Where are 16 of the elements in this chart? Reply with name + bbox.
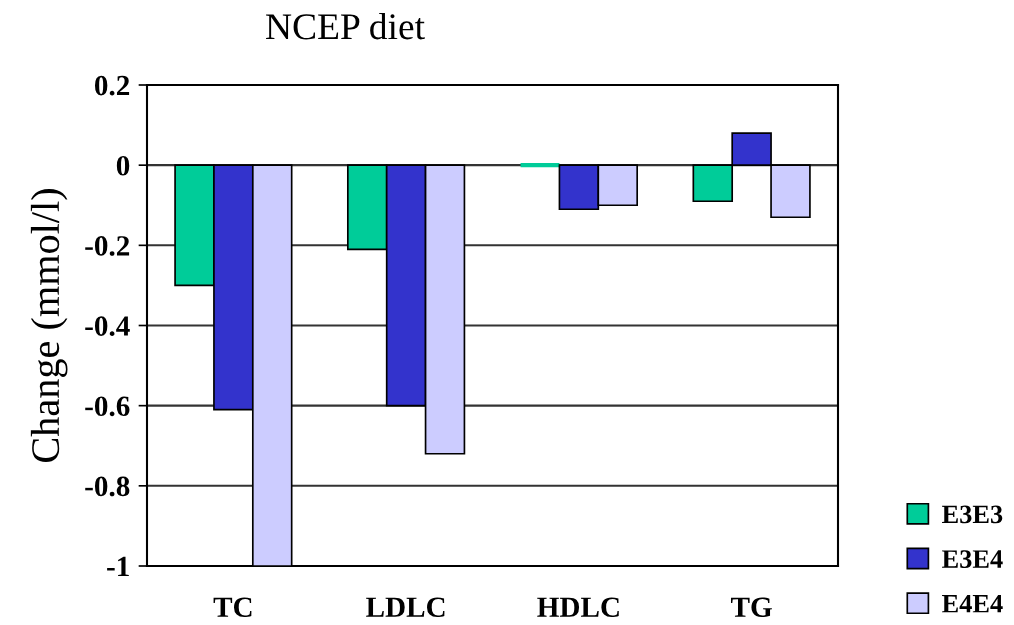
y-axis-title: Change (mmol/l): [30, 189, 68, 462]
legend-label: E3E3: [942, 505, 1003, 524]
y-tick-label: -1: [107, 556, 129, 577]
y-tick-label: -0.4: [85, 316, 130, 337]
chart-title: NCEP diet: [266, 13, 425, 40]
y-tick-label: -0.6: [85, 396, 130, 417]
y-tick-label: -0.8: [85, 476, 130, 497]
x-tick-label: TG: [731, 597, 772, 618]
y-tick-label: 0: [116, 155, 130, 176]
legend-label: E4E4: [942, 594, 1003, 613]
x-tick-label: LDLC: [366, 597, 445, 618]
y-tick-label: 0.2: [94, 75, 130, 96]
x-tick-label: HDLC: [537, 597, 619, 618]
legend-label: E3E4: [942, 550, 1003, 568]
y-tick-label: -0.2: [85, 236, 130, 256]
x-tick-label: TC: [213, 597, 252, 618]
